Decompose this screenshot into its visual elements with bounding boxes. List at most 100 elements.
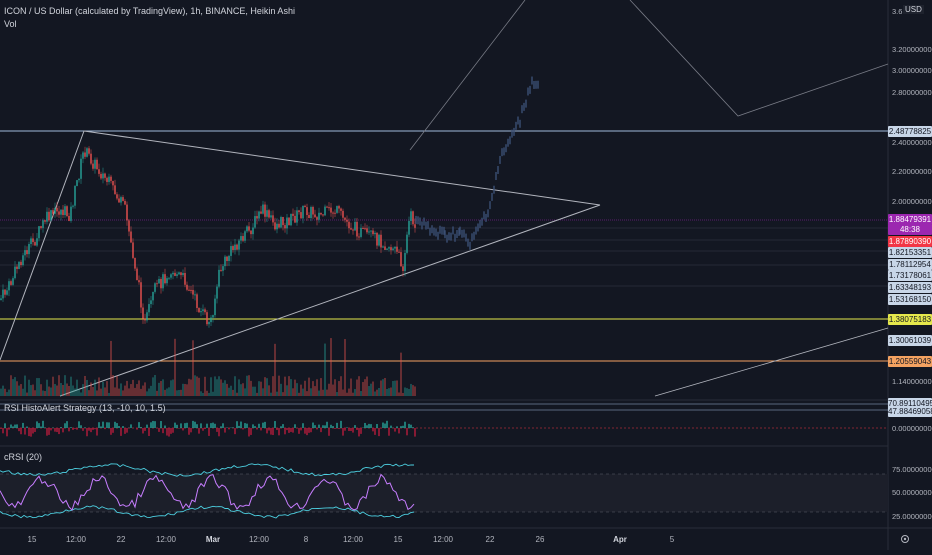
rsi-bar [32, 428, 33, 433]
candle-body [400, 252, 401, 266]
rsi-bar [336, 423, 337, 428]
candle-body [302, 206, 303, 219]
rsi-bar [360, 428, 361, 434]
volume-bar [314, 386, 315, 396]
candle-body [252, 228, 253, 235]
rsi-bar [380, 428, 381, 429]
volume-bar [74, 388, 75, 396]
price-tag[interactable]: 1.78112954 [888, 259, 932, 270]
candle-body [246, 226, 247, 231]
rsi-bar [180, 423, 181, 428]
volume-bar [150, 386, 151, 396]
rsi-bar [30, 428, 31, 437]
candle-body [402, 266, 403, 271]
candle-body [78, 179, 79, 180]
rsi-level-tag[interactable]: 47.88469058 [888, 406, 932, 417]
volume-bar [48, 387, 49, 396]
price-tag[interactable]: 1.63348193 [888, 282, 932, 293]
price-tag[interactable]: 2.48778825 [888, 126, 932, 137]
candle-body [348, 222, 349, 228]
candle-body [354, 222, 355, 231]
rsi-bar [76, 428, 77, 430]
volume-bar [134, 388, 135, 396]
crsi-axis-tick: 50.00000000 [892, 488, 932, 497]
volume-bar [332, 385, 333, 396]
rsi-bar [56, 428, 57, 432]
rsi-bar [324, 425, 325, 428]
candle-body [334, 213, 335, 214]
candle-body [368, 231, 369, 232]
volume-bar [358, 376, 359, 396]
candle-body [188, 290, 189, 291]
volume-bar [124, 386, 125, 396]
volume-bar [20, 384, 21, 396]
volume-bar [50, 388, 51, 396]
time-axis-label: 5 [670, 535, 675, 544]
rsi-bar [318, 425, 319, 428]
rsi-bar [22, 423, 23, 428]
candle-body [84, 152, 85, 156]
price-tag[interactable]: 1.53168150 [888, 294, 932, 305]
volume-bar [368, 386, 369, 396]
rsi-bar [286, 428, 287, 430]
time-axis-label: 8 [304, 535, 309, 544]
rsi-bar [208, 428, 209, 436]
volume-bar [302, 389, 303, 396]
rsi-bar [252, 424, 253, 428]
volume-bar [144, 382, 145, 396]
price-tag[interactable]: 1.30061039 [888, 335, 932, 346]
volume-legend[interactable]: Vol [4, 19, 17, 29]
volume-bar [52, 377, 53, 396]
rsi-bar [310, 428, 311, 432]
volume-bar [408, 389, 409, 396]
volume-bar [244, 388, 245, 396]
volume-bar [116, 376, 117, 396]
rsi-bar [350, 428, 351, 431]
candle-body [372, 231, 373, 235]
rsi-bar [214, 424, 215, 428]
volume-bar [120, 383, 121, 396]
rsi-bar [172, 428, 173, 433]
currency-badge[interactable]: USD [903, 5, 924, 14]
rsi-bar [402, 426, 403, 428]
symbol-legend[interactable]: ICON / US Dollar (calculated by TradingV… [4, 6, 295, 16]
candle-body [2, 290, 3, 299]
rsi-bar [42, 421, 43, 428]
rsi-bar [124, 428, 125, 434]
volume-bar [238, 379, 239, 396]
candle-body [346, 220, 347, 222]
rsi-bar [358, 428, 359, 436]
rsi-bar [136, 428, 137, 430]
candle-body [296, 210, 297, 222]
volume-bar [66, 384, 67, 396]
candle-body [394, 247, 395, 249]
crsi-legend[interactable]: cRSI (20) [4, 452, 42, 462]
rsi-bar [222, 423, 223, 428]
candle-body [214, 299, 215, 316]
rsi-legend[interactable]: RSI HistoAlert Strategy (13, -10, 10, 1.… [4, 403, 166, 413]
candle-body [92, 164, 93, 169]
price-tag[interactable]: 1.73178061 [888, 270, 932, 281]
volume-bar [92, 387, 93, 396]
volume-bar [220, 379, 221, 396]
rsi-bar [122, 426, 123, 428]
candle-body [42, 220, 43, 228]
candle-body [388, 247, 389, 248]
volume-bar [300, 385, 301, 396]
rsi-bar [28, 428, 29, 436]
price-tag[interactable]: 1.87890390 [888, 236, 932, 247]
candle-body [104, 174, 105, 178]
price-axis-tick: 3.20000000 [892, 45, 932, 54]
price-tag[interactable]: 1.38075183 [888, 314, 932, 325]
candle-body [272, 215, 273, 222]
rsi-bar [224, 428, 225, 433]
price-tag[interactable]: 1.20559043 [888, 356, 932, 367]
candle-body [146, 312, 147, 320]
volume-bar [110, 341, 111, 396]
volume-bar [384, 378, 385, 396]
volume-bar [360, 391, 361, 396]
price-tag[interactable]: 1.82153351 [888, 247, 932, 258]
candle-body [414, 224, 415, 228]
